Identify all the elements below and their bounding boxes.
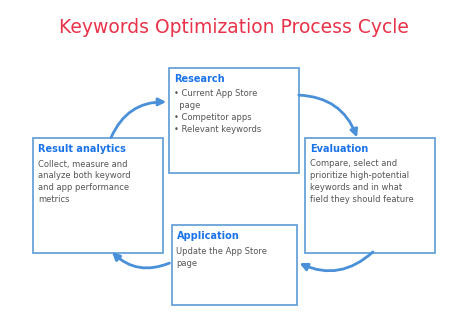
Text: Update the App Store
page: Update the App Store page bbox=[176, 247, 268, 268]
Text: Result analytics: Result analytics bbox=[38, 144, 126, 153]
FancyBboxPatch shape bbox=[305, 137, 435, 253]
Text: Application: Application bbox=[176, 231, 239, 241]
Text: Evaluation: Evaluation bbox=[310, 144, 368, 153]
Text: Compare, select and
prioritize high-potential
keywords and in what
field they sh: Compare, select and prioritize high-pote… bbox=[310, 160, 414, 204]
Text: • Current App Store
  page
• Competitor apps
• Relevant keywords: • Current App Store page • Competitor ap… bbox=[174, 90, 261, 134]
Text: Research: Research bbox=[174, 73, 225, 84]
Text: Keywords Optimization Process Cycle: Keywords Optimization Process Cycle bbox=[59, 18, 409, 37]
FancyBboxPatch shape bbox=[169, 68, 299, 173]
FancyBboxPatch shape bbox=[33, 137, 163, 253]
FancyBboxPatch shape bbox=[171, 225, 297, 305]
Text: Collect, measure and
analyze both keyword
and app performance
metrics: Collect, measure and analyze both keywor… bbox=[38, 160, 131, 204]
